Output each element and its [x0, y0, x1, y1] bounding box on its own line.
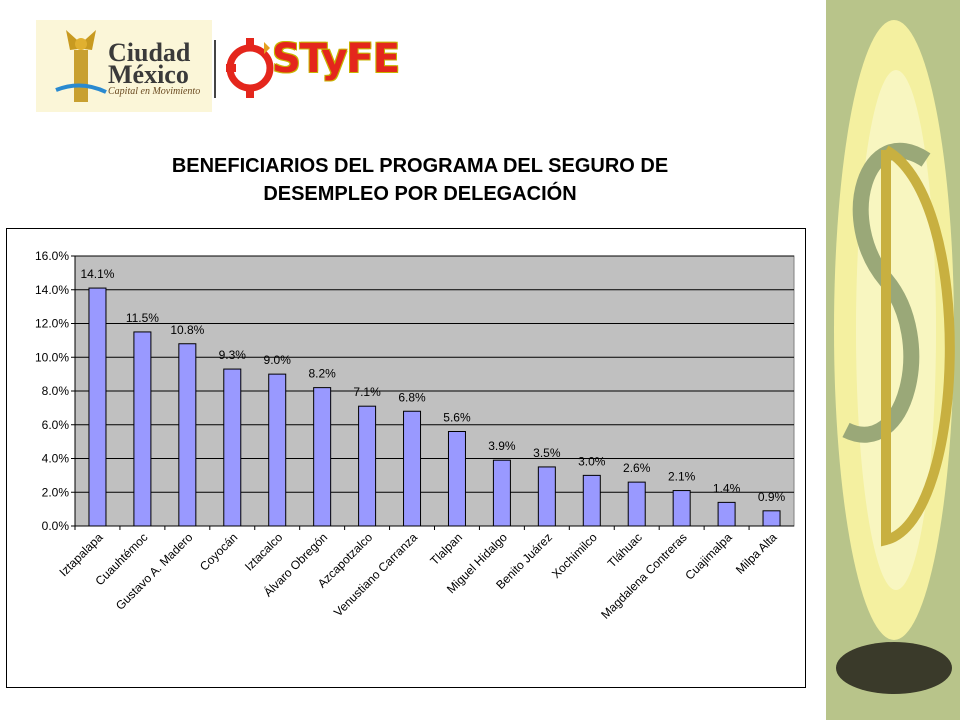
bar — [403, 410, 422, 527]
bar — [447, 431, 466, 527]
y-tick-label: 6.0% — [42, 418, 70, 432]
x-tick-label: Tláhuac — [605, 530, 645, 570]
styfe-logo: STyFE — [224, 24, 436, 108]
chart-title-line-2: DESEMPLEO POR DELEGACIÓN — [263, 183, 577, 205]
y-tick-label: 0.0% — [42, 519, 70, 533]
data-label: 0.9% — [758, 490, 786, 504]
bar — [313, 387, 332, 527]
decorative-band — [826, 0, 960, 720]
data-label: 3.5% — [533, 446, 561, 460]
data-label: 2.6% — [623, 461, 651, 475]
ciudad-mexico-logo: Ciudad México Capital en Movimiento — [36, 20, 212, 112]
bar — [178, 343, 197, 527]
y-tick-label: 4.0% — [42, 452, 70, 466]
y-tick-label: 14.0% — [35, 283, 69, 297]
chart-container: 0.0% 2.0% 4.0% 6.0% 8.0% 10.0% 12.0% 14.0% 16.0%… — [6, 228, 806, 688]
data-label: 5.6% — [443, 411, 471, 425]
data-label: 6.8% — [398, 390, 426, 404]
data-label: 10.8% — [170, 323, 204, 337]
data-label: 9.0% — [264, 353, 292, 367]
x-tick-label: Xochimilco — [549, 530, 600, 581]
y-tick-label: 16.0% — [35, 249, 69, 263]
data-label: 2.1% — [668, 470, 696, 484]
chart-title-line-1: BENEFICIARIOS DEL PROGRAMA DEL SEGURO DE — [171, 155, 669, 177]
data-label: 14.1% — [80, 267, 114, 281]
logo-divider — [214, 40, 216, 98]
header-logos: Ciudad México Capital en Movimiento STyF… — [36, 20, 436, 112]
y-tick-label: 8.0% — [42, 384, 70, 398]
x-tick-label: Magdalena Contreras — [598, 530, 690, 622]
bar — [223, 368, 242, 527]
ciudad-logo-tagline: Capital en Movimiento — [108, 86, 201, 97]
bar — [133, 331, 152, 527]
styfe-logo-text: STyFE — [272, 36, 400, 82]
y-tick-label: 10.0% — [35, 350, 69, 364]
y-tick-label: 2.0% — [42, 485, 70, 499]
x-tick-label: Tlalpan — [427, 530, 465, 568]
chart-title: BENEFICIARIOS DEL PROGRAMA DEL SEGURO DE… — [90, 152, 750, 208]
bar — [358, 405, 377, 527]
bar-chart: 0.0% 2.0% 4.0% 6.0% 8.0% 10.0% 12.0% 14.0% 16.0%… — [35, 249, 795, 622]
band-shadow — [836, 642, 952, 694]
data-label: 1.4% — [713, 481, 741, 495]
ciudad-logo-text: Ciudad México — [108, 38, 191, 89]
data-label: 8.2% — [308, 367, 336, 381]
bar — [492, 459, 511, 527]
data-label: 3.9% — [488, 439, 516, 453]
data-label: 9.3% — [219, 348, 247, 362]
bar — [268, 373, 287, 527]
sd-logo-d — [881, 145, 955, 547]
bar — [88, 287, 107, 527]
bar — [717, 501, 736, 527]
bar — [672, 490, 691, 527]
bar — [762, 510, 781, 527]
x-tick-label: Gustavo A. Madero — [113, 530, 196, 613]
x-tick-label: Coyocán — [197, 530, 240, 573]
y-tick-label: 12.0% — [35, 317, 69, 331]
gear-icon — [226, 38, 274, 98]
x-tick-label: Milpa Alta — [733, 530, 780, 577]
data-label: 3.0% — [578, 454, 606, 468]
x-tick-label: Venustiano Carranza — [331, 530, 420, 619]
data-label: 11.5% — [126, 311, 159, 325]
x-tick-label: Cuajimalpa — [682, 530, 735, 583]
band-highlight-inner — [856, 70, 936, 590]
data-label: 7.1% — [353, 385, 381, 399]
bar — [537, 466, 556, 527]
bar — [627, 481, 646, 527]
bar — [582, 474, 601, 527]
x-tick-label: Iztacalco — [242, 530, 286, 574]
ciudad-emblem-icon — [36, 20, 212, 112]
